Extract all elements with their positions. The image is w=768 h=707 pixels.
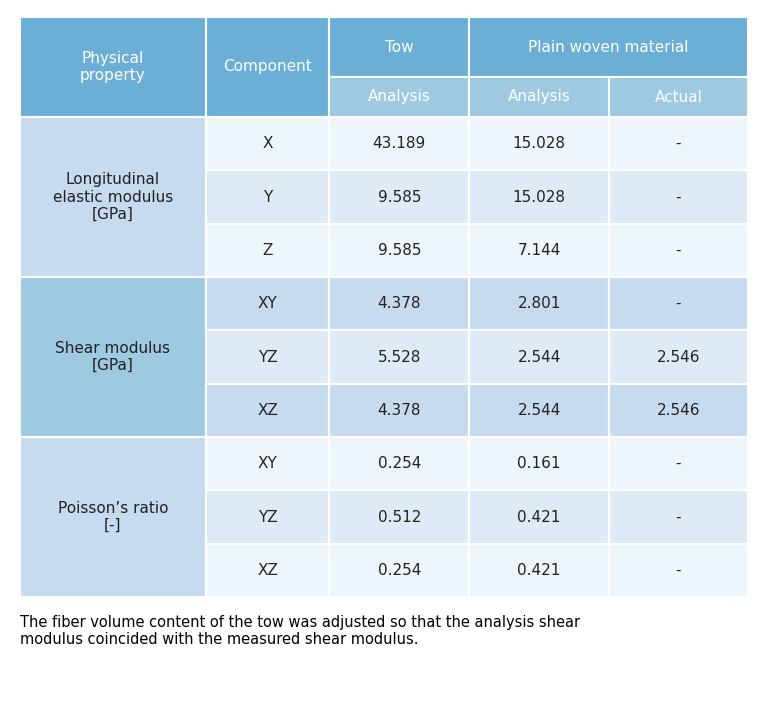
- Bar: [609, 223, 748, 277]
- Bar: [206, 544, 329, 597]
- Bar: [469, 17, 748, 77]
- Bar: [469, 77, 609, 117]
- Text: 0.421: 0.421: [518, 563, 561, 578]
- Text: Plain woven material: Plain woven material: [528, 40, 689, 54]
- Bar: [206, 277, 329, 330]
- Bar: [329, 491, 469, 544]
- Bar: [329, 17, 469, 77]
- Text: -: -: [676, 243, 681, 258]
- Text: 4.378: 4.378: [378, 403, 421, 418]
- Bar: [329, 117, 469, 170]
- Text: Physical
property: Physical property: [80, 51, 146, 83]
- Text: Poisson’s ratio
[-]: Poisson’s ratio [-]: [58, 501, 168, 533]
- Text: 15.028: 15.028: [512, 136, 565, 151]
- Bar: [469, 491, 609, 544]
- Text: XY: XY: [257, 456, 277, 471]
- Text: -: -: [676, 563, 681, 578]
- Bar: [20, 117, 206, 277]
- Text: 43.189: 43.189: [372, 136, 426, 151]
- Text: 0.254: 0.254: [378, 563, 421, 578]
- Text: The fiber volume content of the tow was adjusted so that the analysis shear
modu: The fiber volume content of the tow was …: [20, 615, 580, 648]
- Bar: [329, 170, 469, 223]
- Bar: [609, 437, 748, 491]
- Bar: [329, 277, 469, 330]
- Text: Actual: Actual: [654, 90, 703, 105]
- Text: 0.254: 0.254: [378, 456, 421, 471]
- Text: XY: XY: [257, 296, 277, 311]
- Bar: [609, 544, 748, 597]
- Bar: [609, 330, 748, 384]
- Bar: [469, 277, 609, 330]
- Bar: [206, 384, 329, 437]
- Text: Y: Y: [263, 189, 272, 204]
- Bar: [469, 437, 609, 491]
- Text: -: -: [676, 189, 681, 204]
- Bar: [20, 17, 206, 117]
- Text: Shear modulus
[GPa]: Shear modulus [GPa]: [55, 341, 170, 373]
- Bar: [469, 384, 609, 437]
- Bar: [20, 277, 206, 437]
- Bar: [609, 384, 748, 437]
- Bar: [329, 384, 469, 437]
- Bar: [206, 223, 329, 277]
- Text: 2.546: 2.546: [657, 403, 700, 418]
- Text: 2.801: 2.801: [518, 296, 561, 311]
- Bar: [609, 491, 748, 544]
- Text: Z: Z: [263, 243, 273, 258]
- Text: YZ: YZ: [258, 349, 277, 365]
- Bar: [206, 330, 329, 384]
- Text: 4.378: 4.378: [378, 296, 421, 311]
- Bar: [469, 223, 609, 277]
- Bar: [329, 77, 469, 117]
- Text: Analysis: Analysis: [368, 90, 431, 105]
- Text: 7.144: 7.144: [518, 243, 561, 258]
- Bar: [206, 437, 329, 491]
- Text: 15.028: 15.028: [512, 189, 565, 204]
- Text: 0.421: 0.421: [518, 510, 561, 525]
- Text: -: -: [676, 296, 681, 311]
- Text: 9.585: 9.585: [378, 243, 421, 258]
- Text: -: -: [676, 456, 681, 471]
- Bar: [20, 437, 206, 597]
- Text: 9.585: 9.585: [378, 189, 421, 204]
- Bar: [206, 170, 329, 223]
- Bar: [206, 117, 329, 170]
- Text: 0.512: 0.512: [378, 510, 421, 525]
- Text: Longitudinal
elastic modulus
[GPa]: Longitudinal elastic modulus [GPa]: [53, 172, 173, 222]
- Bar: [609, 170, 748, 223]
- Text: XZ: XZ: [257, 403, 278, 418]
- Text: Tow: Tow: [385, 40, 414, 54]
- Text: Component: Component: [223, 59, 312, 74]
- Text: 2.546: 2.546: [657, 349, 700, 365]
- Bar: [609, 277, 748, 330]
- Bar: [329, 223, 469, 277]
- Bar: [469, 330, 609, 384]
- Bar: [469, 117, 609, 170]
- Bar: [609, 77, 748, 117]
- Text: 5.528: 5.528: [378, 349, 421, 365]
- Text: YZ: YZ: [258, 510, 277, 525]
- Text: Analysis: Analysis: [508, 90, 571, 105]
- Bar: [329, 544, 469, 597]
- Bar: [206, 17, 329, 117]
- Bar: [329, 330, 469, 384]
- Bar: [469, 170, 609, 223]
- Text: 2.544: 2.544: [518, 349, 561, 365]
- Text: -: -: [676, 510, 681, 525]
- Bar: [609, 117, 748, 170]
- Text: -: -: [676, 136, 681, 151]
- Bar: [469, 544, 609, 597]
- Text: 0.161: 0.161: [518, 456, 561, 471]
- Text: X: X: [262, 136, 273, 151]
- Bar: [206, 491, 329, 544]
- Bar: [329, 437, 469, 491]
- Text: 2.544: 2.544: [518, 403, 561, 418]
- Text: XZ: XZ: [257, 563, 278, 578]
